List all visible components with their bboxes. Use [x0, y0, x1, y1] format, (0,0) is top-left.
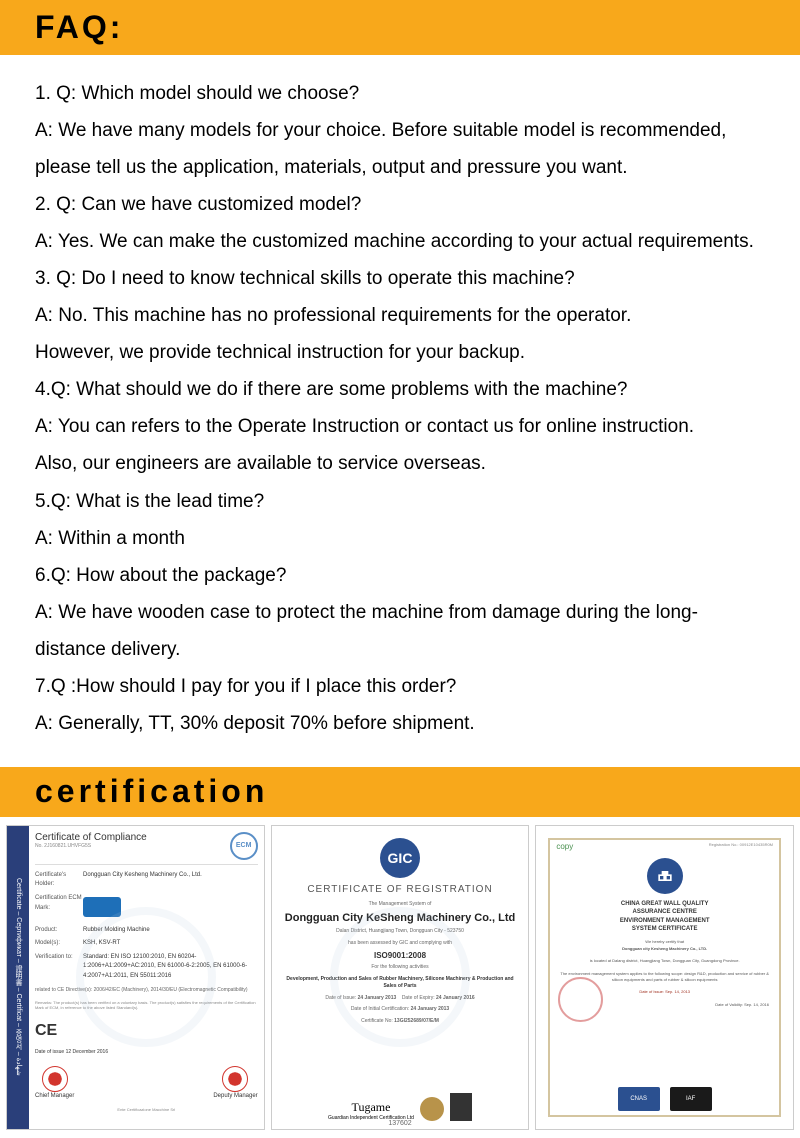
issue-date: Date of issue 12 December 2016 — [35, 1048, 258, 1056]
greatwall-logo-icon — [647, 858, 683, 894]
certificate-environment: copy Registration No.: 00912E10435R0M CH… — [535, 825, 794, 1130]
field-label: Product: — [35, 926, 83, 936]
assessed-text: has been assessed by GIC and complying w… — [284, 940, 517, 948]
manager-label: Chief Manager — [35, 1092, 74, 1102]
initial-cert: Date of Initial Certification: 24 Januar… — [284, 1006, 517, 1014]
cert-dates: Date of Issue: 24 January 2013 Date of E… — [284, 995, 517, 1003]
iaf-badge-icon: IAF — [670, 1087, 712, 1111]
deputy-label: Deputy Manager — [213, 1092, 257, 1102]
cert-bottom-number: 137602 — [388, 1120, 411, 1127]
faq-item: 2. Q: Can we have customized model? — [35, 186, 765, 223]
faq-item: However, we provide technical instructio… — [35, 334, 765, 371]
faq-item: 1. Q: Which model should we choose? — [35, 75, 765, 112]
cert-title-line: SYSTEM CERTIFICATE — [560, 925, 769, 933]
cert-address: is located at Dalang district, Huangjian… — [560, 958, 769, 964]
faq-item: A: Yes. We can make the customized machi… — [35, 223, 765, 260]
cert-footer: CNAS IAF — [548, 1087, 781, 1111]
faq-item: A: We have many models for your choice. … — [35, 112, 765, 186]
faq-item: A: Generally, TT, 30% deposit 70% before… — [35, 705, 765, 742]
reg-number: Registration No.: 00912E10435R0M — [709, 842, 773, 847]
field-label: Verification to: — [35, 953, 83, 982]
faq-item: A: No. This machine has no professional … — [35, 297, 765, 334]
activities: Development, Production and Sales of Rub… — [284, 976, 517, 991]
cert-body: Certificate of Compliance No. 2J160821.U… — [29, 826, 264, 1129]
faq-item: 4.Q: What should we do if there are some… — [35, 371, 765, 408]
field-label: Certificate's Holder: — [35, 871, 83, 890]
field-value: Standard: EN ISO 12100:2010, EN 60204-1:… — [83, 953, 258, 982]
cert-ref: No. 2J160821.UHVFG5S — [35, 843, 147, 849]
cert-footer: Ente Certificazione Macchine Srl — [35, 1107, 258, 1113]
red-seal-icon — [558, 977, 603, 1022]
address: Dalan District, Huangjiang Town, Donggua… — [284, 928, 517, 936]
cert-number: Certificate No: 13GI252689/07/E/M — [284, 1018, 517, 1026]
ukas-badge-icon — [450, 1093, 472, 1121]
faq-title: FAQ: — [35, 9, 123, 46]
ce-mark-icon: CE — [35, 1018, 258, 1044]
approval-badge-icon — [83, 897, 121, 917]
cert-title-line: ENVIRONMENT MANAGEMENT — [560, 917, 769, 925]
faq-item: A: You can refers to the Operate Instruc… — [35, 408, 765, 445]
field-label: Model(s): — [35, 939, 83, 949]
faq-item: Also, our engineers are available to ser… — [35, 445, 765, 482]
stamp-icon — [222, 1066, 248, 1092]
signature-row: Chief Manager Deputy Manager — [35, 1066, 258, 1102]
cert-title-line: CHINA GREAT WALL QUALITY — [560, 900, 769, 908]
cert-footer: Tugame Guardian Independent Certificatio… — [272, 1093, 529, 1121]
iso-standard: ISO9001:2008 — [284, 951, 517, 960]
cert-body: copy Registration No.: 00912E10435R0M CH… — [536, 826, 793, 1129]
faq-content: 1. Q: Which model should we choose? A: W… — [0, 55, 800, 767]
certificates-row: Certificate – Сертификат – 證明書 – Certifi… — [0, 817, 800, 1138]
faq-item: 7.Q :How should I pay for you if I place… — [35, 668, 765, 705]
activities-label: For the following activities — [284, 964, 517, 972]
certificate-compliance: Certificate – Сертификат – 證明書 – Certifi… — [6, 825, 265, 1130]
faq-item: A: Within a month — [35, 520, 765, 557]
field-value: KSH, KSV-RT — [83, 939, 258, 949]
remarks-text: Remarks: The product(s) has been verifie… — [35, 1000, 258, 1010]
cert-fields: Certificate's Holder: Dongguan City Kesh… — [35, 871, 258, 1114]
field-value: Rubber Molding Machine — [83, 926, 258, 936]
certification-title: certification — [35, 773, 268, 810]
ecm-logo-icon: ECM — [230, 832, 258, 860]
faq-item: A: We have wooden case to protect the ma… — [35, 594, 765, 668]
cert-body: GIC CERTIFICATE OF REGISTRATION The Mana… — [272, 826, 529, 1129]
cert-title: Certificate of Compliance — [35, 832, 147, 843]
seal-badge-icon — [420, 1097, 444, 1121]
certificate-registration: GIC CERTIFICATE OF REGISTRATION The Mana… — [271, 825, 530, 1130]
field-label: Certification ECM Mark: — [35, 894, 83, 922]
gic-logo-icon: GIC — [380, 838, 420, 878]
signature: Tugame — [328, 1100, 414, 1115]
cert-company: We hereby certify thatDongguan city Kesh… — [560, 939, 769, 952]
certification-header-bar: certification — [0, 767, 800, 817]
cert-sidebar-text: Certificate – Сертификат – 證明書 – Certifi… — [7, 826, 29, 1129]
subtitle: The Management System of — [284, 901, 517, 909]
faq-item: 6.Q: How about the package? — [35, 557, 765, 594]
stamp-icon — [42, 1066, 68, 1092]
faq-header-bar: FAQ: — [0, 0, 800, 55]
copy-label: copy — [556, 842, 573, 851]
cert-title: CERTIFICATE OF REGISTRATION — [284, 884, 517, 895]
company-name: Dongguan City KeSheng Machinery Co., Ltd — [284, 912, 517, 924]
cnas-badge-icon: CNAS — [618, 1087, 660, 1111]
directives-text: related to CE Directive(s): 2006/42/EC (… — [35, 986, 258, 994]
cert-title-line: ASSURANCE CENTRE — [560, 908, 769, 916]
cert-header: Certificate of Compliance No. 2J160821.U… — [35, 832, 258, 865]
faq-item: 5.Q: What is the lead time? — [35, 483, 765, 520]
field-value: Dongguan City Kesheng Machinery Co., Ltd… — [83, 871, 258, 890]
faq-item: 3. Q: Do I need to know technical skills… — [35, 260, 765, 297]
